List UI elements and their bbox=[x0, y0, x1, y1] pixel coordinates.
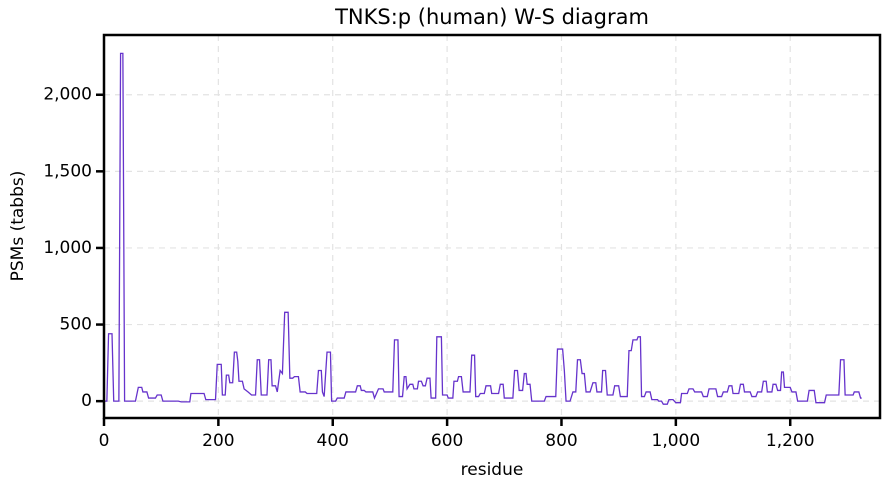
x-tick-label: 0 bbox=[99, 431, 110, 451]
chart-title: TNKS:p (human) W-S diagram bbox=[334, 5, 649, 29]
y-axis-label: PSMs (tabbs) bbox=[8, 171, 28, 282]
x-tick-label: 400 bbox=[317, 431, 349, 451]
y-tick-label: 1,500 bbox=[43, 161, 92, 181]
x-axis-label: residue bbox=[461, 460, 524, 480]
y-tick-label: 1,000 bbox=[43, 238, 92, 258]
y-tick-label: 500 bbox=[60, 315, 92, 335]
x-tick-label: 200 bbox=[202, 431, 234, 451]
y-tick-label: 2,000 bbox=[43, 85, 92, 105]
data-line bbox=[104, 52, 862, 405]
plot-frame bbox=[102, 33, 882, 420]
x-tick-label: 600 bbox=[431, 431, 463, 451]
x-tick-label: 800 bbox=[545, 431, 577, 451]
x-tick-label: 1,200 bbox=[766, 431, 815, 451]
x-tick-label: 1,000 bbox=[652, 431, 701, 451]
y-tick-label: 0 bbox=[81, 391, 92, 411]
